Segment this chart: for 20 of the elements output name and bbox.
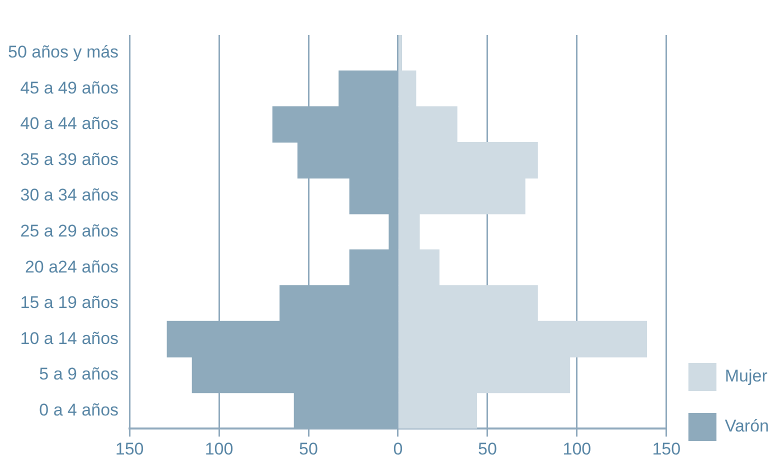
y-tick-label: 25 a 29 años: [20, 221, 119, 240]
x-tick-label: 50: [299, 439, 318, 458]
y-tick-label: 5 a 9 años: [39, 364, 119, 384]
x-tick-label: 100: [204, 439, 234, 458]
x-tick-label: 150: [652, 439, 681, 458]
legend-label: Varón: [724, 416, 770, 436]
x-tick-label: 0: [393, 439, 403, 458]
x-tick-label: 150: [115, 439, 144, 458]
legend-label: Mujer: [724, 366, 768, 386]
y-tick-label: 0 a 4 años: [39, 400, 119, 420]
y-tick-label: 45 a 49 años: [20, 78, 119, 98]
y-tick-label: 15 a 19 años: [20, 293, 119, 312]
y-tick-label: 10 a 14 años: [20, 328, 119, 348]
y-tick-label: 30 a 34 años: [20, 186, 119, 205]
y-tick-label: 50 años y más: [8, 42, 119, 62]
x-tick-label: 50: [478, 439, 497, 458]
x-tick-label: 100: [562, 439, 592, 458]
y-tick-label: 40 a 44 años: [20, 114, 119, 134]
y-tick-label: 20 a24 años: [24, 257, 119, 276]
y-tick-label: 35 a 39 años: [20, 150, 119, 169]
